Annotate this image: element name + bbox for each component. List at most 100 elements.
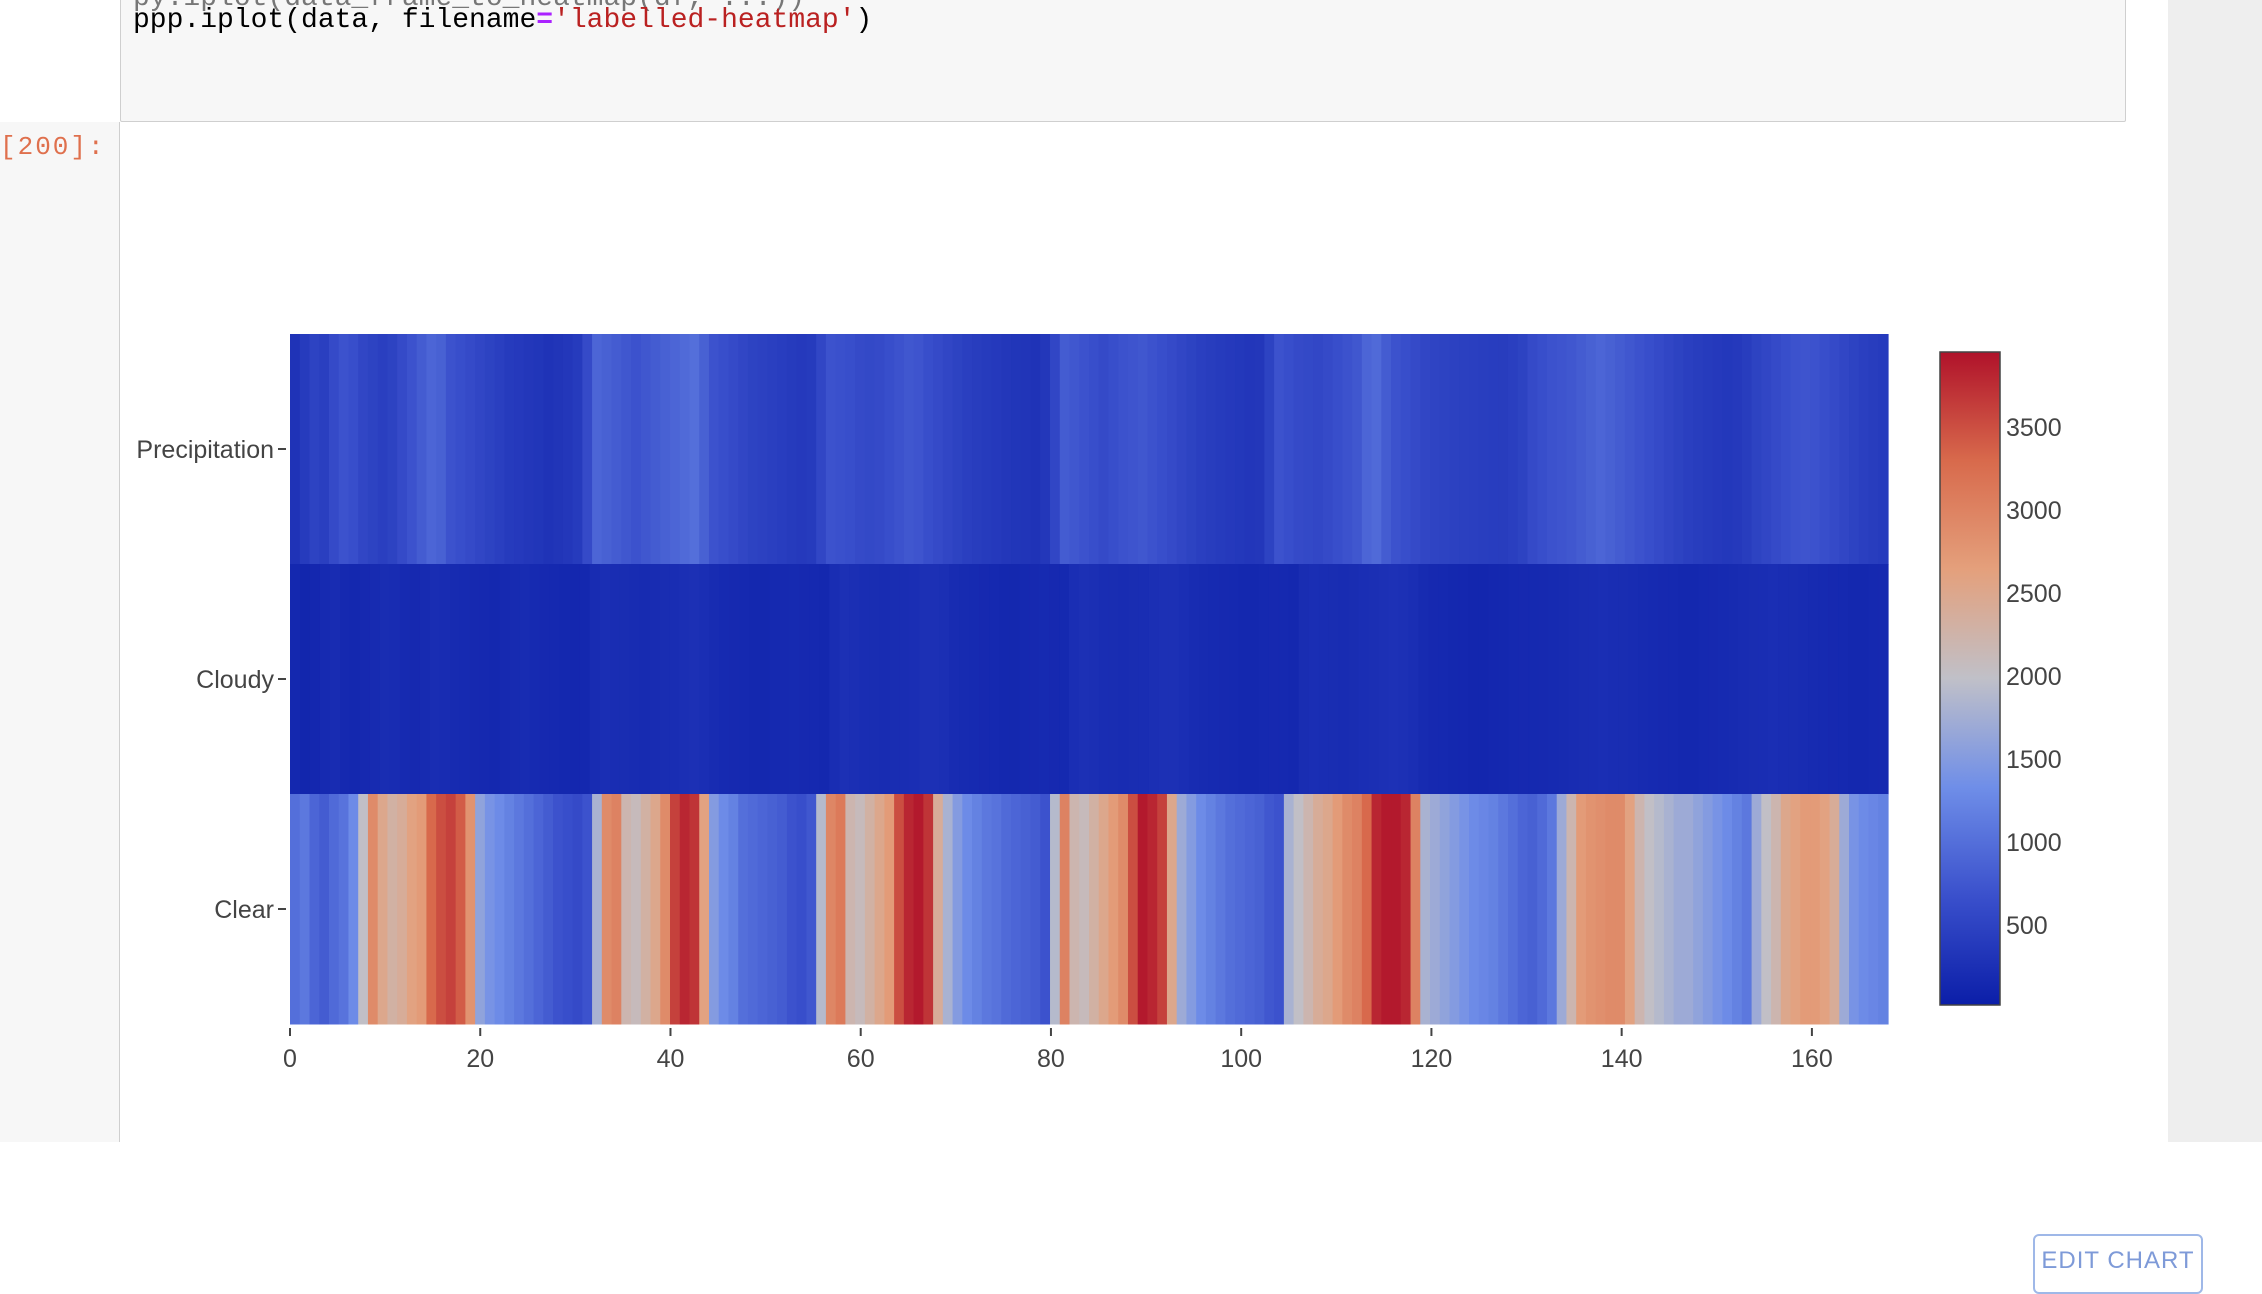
heatmap-cell xyxy=(660,794,671,1025)
heatmap-cell xyxy=(533,334,544,565)
heatmap-cell xyxy=(1127,334,1139,565)
heatmap-cell xyxy=(1858,564,1869,795)
heatmap-cell xyxy=(1342,334,1353,565)
heatmap-cell xyxy=(816,334,827,565)
heatmap-cell xyxy=(1527,794,1538,1025)
heatmap-cell xyxy=(1849,794,1860,1025)
heatmap-cell xyxy=(942,334,954,565)
heatmap-cell xyxy=(786,794,798,1025)
heatmap-cell xyxy=(338,794,350,1025)
heatmap-cell xyxy=(377,794,389,1025)
heatmap-cell xyxy=(1683,334,1694,565)
heatmap-cell xyxy=(1778,564,1789,795)
heatmap-cell xyxy=(777,794,788,1025)
heatmap-cell xyxy=(1040,334,1051,565)
code-line-previous: py.iplot(data_frame_to_heatmap(df, ...)) xyxy=(133,0,805,14)
heatmap-cell xyxy=(1839,794,1850,1025)
heatmap-cell xyxy=(1069,334,1080,565)
heatmap-cell xyxy=(1254,334,1265,565)
heatmap-cell xyxy=(1368,564,1380,795)
colorbar-tick-label: 1500 xyxy=(2006,746,2062,774)
heatmap-cell xyxy=(469,564,481,795)
heatmap-cell xyxy=(1328,564,1340,795)
heatmap-cell xyxy=(1585,794,1597,1025)
heatmap-cell xyxy=(1428,564,1440,795)
heatmap-cell xyxy=(579,564,591,795)
heatmap-cell xyxy=(1527,334,1538,565)
heatmap-cell xyxy=(1313,794,1324,1025)
heatmap-cell xyxy=(1039,564,1050,795)
heatmap-cell xyxy=(1780,794,1792,1025)
heatmap-cell xyxy=(796,794,808,1025)
heatmap-cell xyxy=(1566,794,1577,1025)
x-tick-label: 120 xyxy=(1411,1045,1453,1073)
heatmap-cell xyxy=(738,794,749,1025)
heatmap-cell xyxy=(796,334,808,565)
heatmap-cell xyxy=(962,334,973,565)
heatmap-cell xyxy=(1458,564,1470,795)
heatmap-cell xyxy=(489,564,501,795)
heatmap-cell xyxy=(1338,564,1350,795)
heatmap-cell xyxy=(1732,334,1743,565)
edit-chart-button[interactable]: EDIT CHART xyxy=(2033,1234,2203,1294)
heatmap-cell xyxy=(1566,334,1577,565)
heatmap-cell xyxy=(1546,334,1558,565)
heatmap-cell xyxy=(799,564,810,795)
heatmap-cell xyxy=(1507,794,1519,1025)
heatmap-cell xyxy=(1342,794,1353,1025)
heatmap-cell xyxy=(1738,564,1749,795)
heatmap-cell xyxy=(562,334,574,565)
heatmap-cell xyxy=(747,794,759,1025)
heatmap-cell xyxy=(1439,794,1451,1025)
heatmap-cell xyxy=(1758,564,1769,795)
heatmap-cell xyxy=(1644,794,1655,1025)
heatmap-cell xyxy=(1858,334,1870,565)
heatmap-cell xyxy=(689,794,700,1025)
heatmap-cell xyxy=(621,794,632,1025)
heatmap-cell xyxy=(439,564,451,795)
heatmap-cell xyxy=(519,564,531,795)
code-input-cell[interactable]: py.iplot(data_frame_to_heatmap(df, ...))… xyxy=(120,0,2126,122)
heatmap-cell xyxy=(913,334,924,565)
heatmap-cell xyxy=(1198,564,1210,795)
heatmap-cell xyxy=(416,794,428,1025)
heatmap-cell xyxy=(1576,334,1587,565)
heatmap-cell xyxy=(1001,794,1012,1025)
heatmap-cell xyxy=(338,334,350,565)
heatmap-cell xyxy=(1264,334,1275,565)
heatmap-cell xyxy=(290,334,301,565)
heatmap-cell xyxy=(539,564,551,795)
heatmap-cell xyxy=(1138,564,1150,795)
heatmap-cell xyxy=(1050,794,1061,1025)
heatmap-cell xyxy=(436,334,447,565)
heatmap-cell xyxy=(1225,334,1236,565)
heatmap-cell xyxy=(1644,334,1655,565)
heatmap-cell xyxy=(1790,794,1801,1025)
heatmap-cell xyxy=(397,334,408,565)
heatmap-cell xyxy=(767,334,778,565)
heatmap-cell xyxy=(494,334,505,565)
heatmap-cell xyxy=(553,334,564,565)
heatmap-cell xyxy=(757,794,769,1025)
heatmap-cell xyxy=(529,564,541,795)
heatmap-cell xyxy=(1137,794,1149,1025)
heatmap-cell xyxy=(1698,564,1709,795)
heatmap-cell xyxy=(640,334,652,565)
heatmap-cell xyxy=(426,334,437,565)
heatmap-cell xyxy=(1838,564,1849,795)
heatmap-cell xyxy=(1011,334,1022,565)
heatmap-cell xyxy=(449,564,461,795)
heatmap-cell xyxy=(569,564,581,795)
heatmap-cell xyxy=(1751,794,1762,1025)
heatmap-cell xyxy=(582,794,593,1025)
heatmap-cell xyxy=(1098,564,1110,795)
heatmap-cell xyxy=(445,794,457,1025)
heatmap-cell xyxy=(1147,794,1158,1025)
heatmap-cell xyxy=(1019,564,1030,795)
heatmap-cell xyxy=(929,564,940,795)
heatmap-cell xyxy=(1459,794,1470,1025)
heatmap-cell xyxy=(1741,334,1753,565)
heatmap-cell xyxy=(1712,334,1723,565)
heatmap-cell xyxy=(533,794,544,1025)
heatmap-cell xyxy=(972,334,983,565)
